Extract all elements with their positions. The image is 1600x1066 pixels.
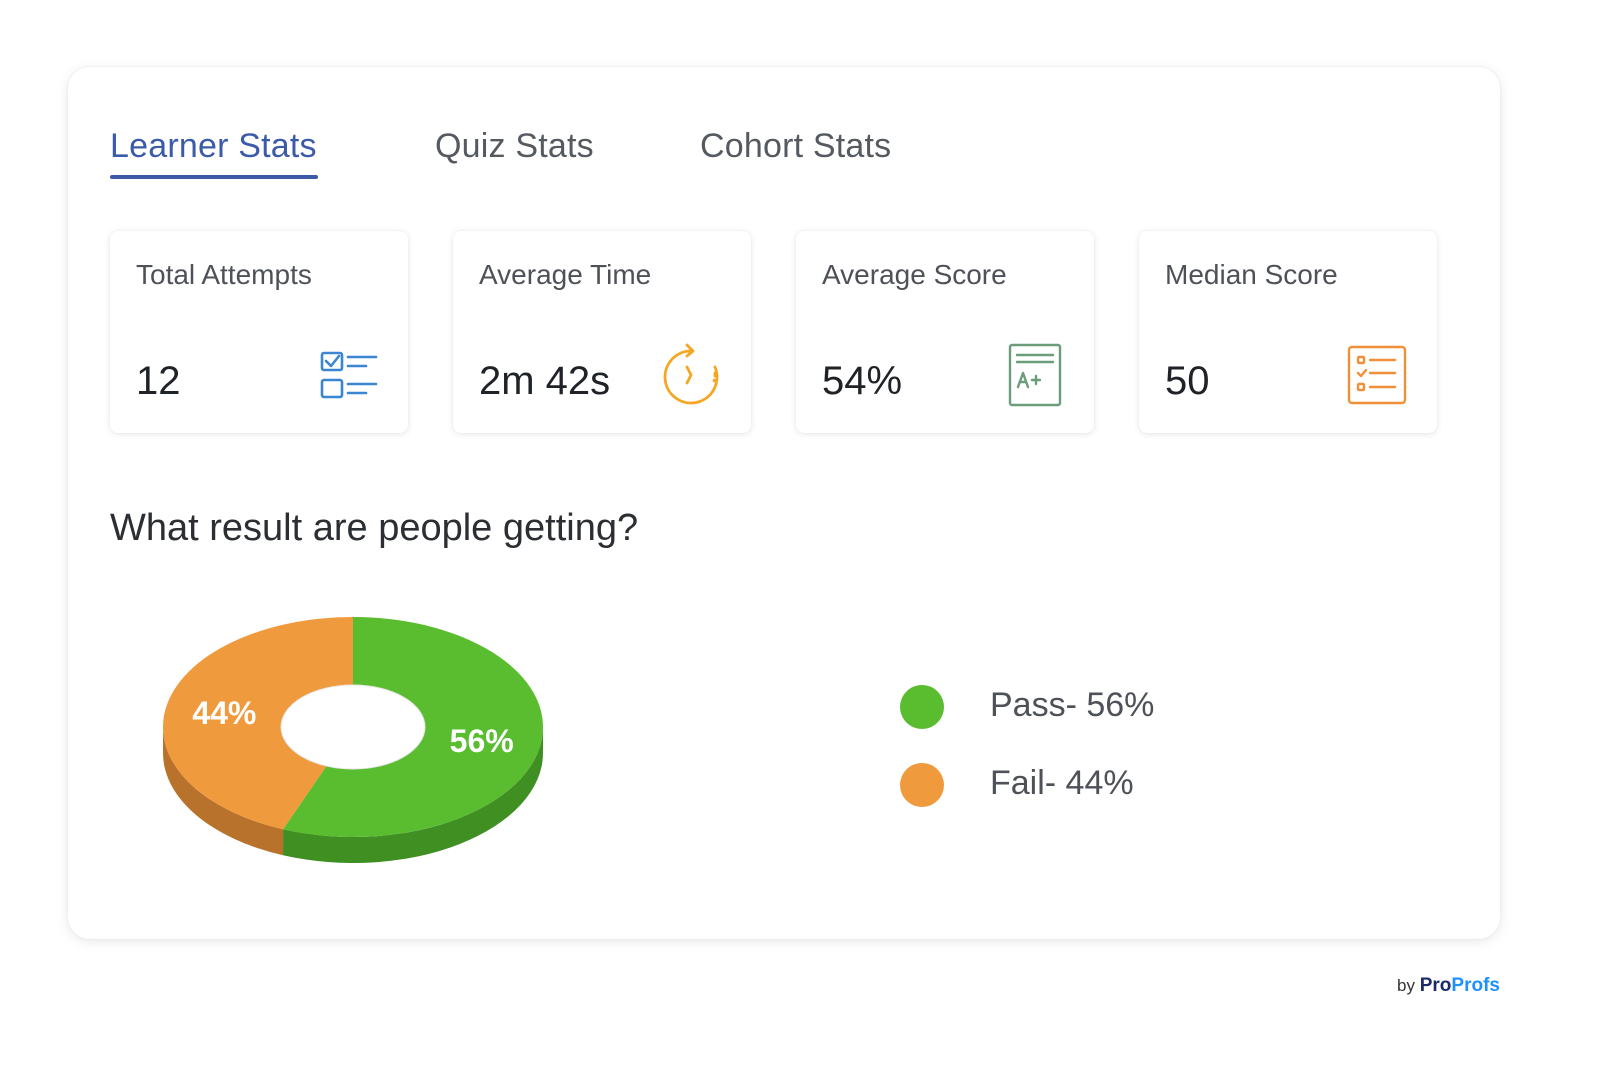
stat-value: 54% — [822, 359, 903, 403]
stat-card-average-time: Average Time 2m 42s — [453, 231, 751, 433]
stats-card: Learner Stats Quiz Stats Cohort Stats To… — [68, 67, 1500, 939]
stat-card-average-score: Average Score 54% — [796, 231, 1094, 433]
legend-swatch-fail — [900, 763, 944, 807]
stat-title: Total Attempts — [136, 259, 312, 290]
checklist-icon — [320, 351, 378, 399]
stat-title: Median Score — [1165, 259, 1338, 290]
donut-side-pass — [283, 727, 543, 863]
stat-title: Average Time — [479, 259, 652, 290]
legend-label-fail: Fail- 44% — [990, 764, 1134, 802]
active-tab-indicator — [110, 175, 318, 179]
donut-slice-pass — [283, 617, 544, 837]
brand-logo-profs: Profs — [1451, 975, 1500, 996]
brand-logo-pro: Pro — [1419, 975, 1452, 996]
donut-hole — [280, 684, 426, 770]
stat-value: 12 — [136, 359, 181, 403]
grade-sheet-icon — [1008, 343, 1062, 407]
legend-label-pass: Pass- 56% — [990, 686, 1155, 724]
legend-swatch-pass — [900, 685, 944, 729]
donut-label-pass: 56% — [450, 723, 514, 759]
proprofs-byline: by ProProfs — [1397, 975, 1500, 997]
stat-title: Average Score — [822, 259, 1007, 290]
tab-quiz-stats[interactable]: Quiz Stats — [435, 127, 594, 165]
stat-value: 50 — [1165, 359, 1210, 403]
timer-icon — [663, 343, 719, 405]
tab-learner-stats[interactable]: Learner Stats — [110, 127, 317, 165]
list-document-icon — [1347, 345, 1407, 405]
donut-slice-fail — [163, 617, 353, 830]
stat-card-total-attempts: Total Attempts 12 — [110, 231, 408, 433]
donut-side-fail — [163, 727, 284, 856]
stat-value: 2m 42s — [479, 359, 611, 403]
byline-by: by — [1397, 976, 1415, 995]
pass-fail-donut-chart: 56% 44% — [163, 617, 544, 863]
chart-heading: What result are people getting? — [110, 507, 639, 549]
stat-card-median-score: Median Score 50 — [1139, 231, 1437, 433]
donut-label-fail: 44% — [192, 695, 256, 731]
tab-cohort-stats[interactable]: Cohort Stats — [700, 127, 892, 165]
